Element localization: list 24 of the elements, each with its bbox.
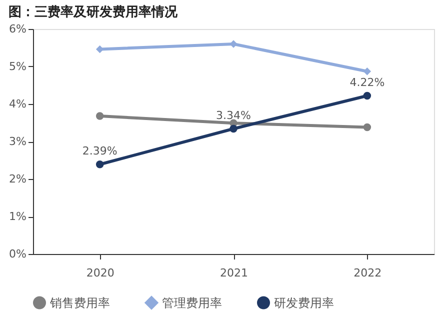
y-tick-label: 1%: [9, 210, 26, 223]
y-tick-label: 2%: [9, 172, 26, 186]
data-label: 3.34%: [216, 108, 251, 122]
point: [96, 160, 104, 168]
y-tick-label: 5%: [9, 60, 26, 73]
y-tick-label: 6%: [9, 22, 26, 36]
y-tick-label: 0%: [9, 248, 26, 260]
y-tick-label: 3%: [9, 135, 26, 148]
point: [230, 124, 238, 133]
x-tick-label: 2020: [86, 266, 114, 280]
point: [96, 112, 104, 120]
legend-label: 销售费用率: [49, 296, 110, 310]
point: [363, 68, 372, 76]
point: [230, 40, 238, 48]
x-tick-label: 2021: [220, 266, 248, 280]
x-tick-label: 2022: [354, 266, 382, 280]
legend-label: 研发费用率: [274, 296, 334, 310]
legend-label: 管理费用率: [162, 296, 222, 310]
point: [363, 123, 372, 132]
data-label: 2.39%: [82, 144, 118, 158]
data-label: 4.22%: [350, 76, 385, 89]
point: [363, 92, 372, 100]
y-tick-label: 4%: [9, 98, 26, 110]
chart-title: 图：三费率及研发费用率情况: [8, 4, 179, 20]
